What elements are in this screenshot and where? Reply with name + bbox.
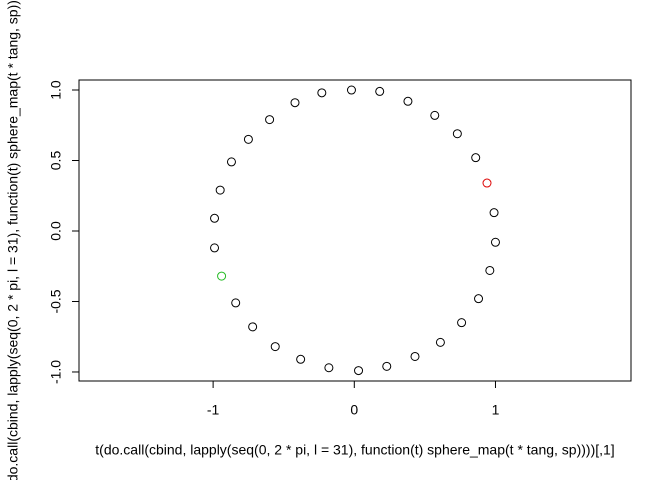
y-tick-label: 1.0 (48, 80, 64, 100)
y-axis-label: t(do.call(cbind, lapply(seq(0, 2 * pi, l… (5, 0, 21, 480)
point (270, 342, 280, 352)
plot-box (78, 79, 632, 382)
point (474, 294, 484, 304)
x-tick-label: 1 (492, 402, 500, 418)
x-axis-label: t(do.call(cbind, lapply(seq(0, 2 * pi, l… (95, 442, 614, 458)
point (482, 178, 492, 188)
point (375, 86, 385, 96)
point (290, 98, 300, 108)
y-tick-label: 0.5 (48, 151, 64, 171)
point (354, 366, 364, 376)
point (231, 298, 241, 308)
point (296, 354, 306, 364)
point (243, 134, 253, 144)
point (382, 361, 392, 371)
point (324, 363, 334, 373)
point (435, 337, 445, 347)
point (489, 208, 499, 218)
point (452, 129, 462, 139)
y-tick-label: -0.5 (48, 289, 64, 313)
point (403, 96, 413, 106)
point (485, 265, 495, 275)
point (471, 153, 481, 163)
x-tick-label: -1 (207, 402, 220, 418)
point (210, 213, 220, 223)
point (346, 85, 356, 95)
point (410, 351, 420, 361)
point (317, 88, 327, 98)
point (457, 318, 467, 328)
point (215, 185, 225, 195)
point (210, 243, 220, 253)
y-tick-label: -1.0 (48, 360, 64, 384)
point (248, 322, 258, 332)
point (430, 110, 440, 120)
point (217, 271, 227, 281)
point (226, 157, 236, 167)
point (265, 115, 275, 125)
point (490, 237, 500, 247)
y-tick-label: 0.0 (48, 221, 64, 241)
x-tick-label: 0 (350, 402, 358, 418)
